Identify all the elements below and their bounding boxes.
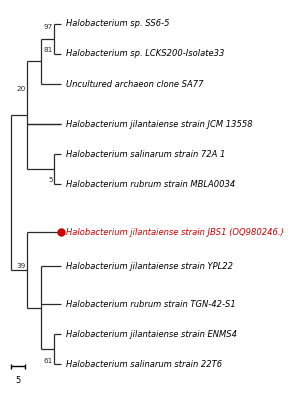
- Text: 20: 20: [17, 86, 26, 92]
- Text: 5: 5: [48, 178, 53, 184]
- Text: 39: 39: [17, 263, 26, 269]
- Text: Halobacterium jilantaiense strain YPL22: Halobacterium jilantaiense strain YPL22: [66, 262, 233, 271]
- Text: Halobacterium salinarum strain 22T6: Halobacterium salinarum strain 22T6: [66, 360, 222, 369]
- Text: Halobacterium jilantaiense strain JBS1 (OQ980246.): Halobacterium jilantaiense strain JBS1 (…: [66, 228, 283, 237]
- Text: Halobacterium sp. LCKS200-Isolate33: Halobacterium sp. LCKS200-Isolate33: [66, 50, 224, 58]
- Text: Halobacterium rubrum strain MBLA0034: Halobacterium rubrum strain MBLA0034: [66, 180, 235, 189]
- Text: 81: 81: [44, 47, 53, 53]
- Text: Halobacterium jilantaiense strain JCM 13558: Halobacterium jilantaiense strain JCM 13…: [66, 120, 252, 128]
- Text: Halobacterium sp. SS6-5: Halobacterium sp. SS6-5: [66, 19, 169, 28]
- Text: 61: 61: [44, 358, 53, 364]
- Text: 5: 5: [15, 376, 21, 385]
- Text: 97: 97: [44, 24, 53, 30]
- Text: Halobacterium salinarum strain 72A 1: Halobacterium salinarum strain 72A 1: [66, 150, 225, 159]
- Text: Halobacterium rubrum strain TGN-42-S1: Halobacterium rubrum strain TGN-42-S1: [66, 300, 235, 309]
- Text: Halobacterium jilantaiense strain ENMS4: Halobacterium jilantaiense strain ENMS4: [66, 330, 237, 339]
- Text: Uncultured archaeon clone SA77: Uncultured archaeon clone SA77: [66, 80, 203, 88]
